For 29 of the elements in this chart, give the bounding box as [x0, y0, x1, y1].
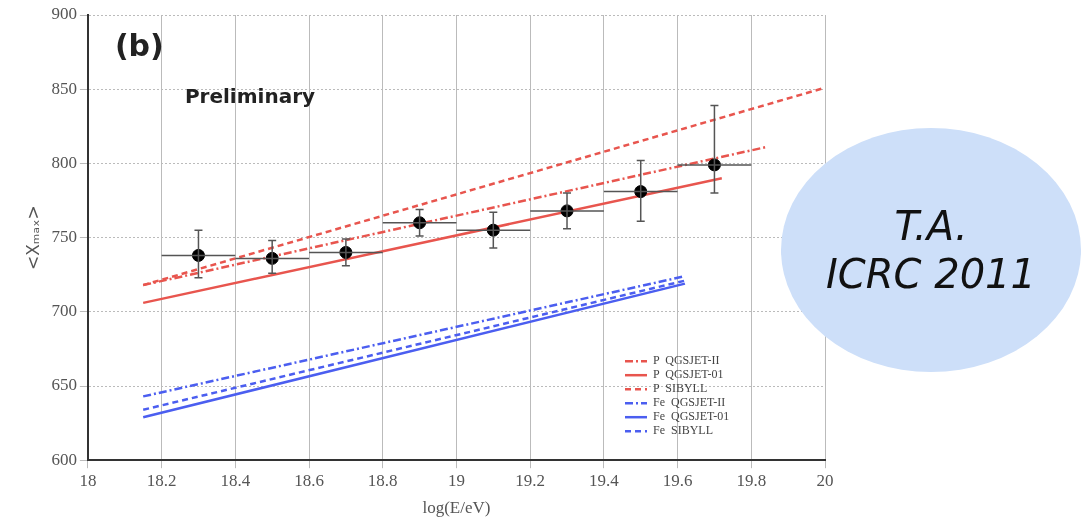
x-tick-label: 19.4: [588, 470, 620, 490]
y-tick-label: 900: [51, 4, 77, 24]
x-tick-label: 18: [79, 470, 97, 490]
x-axis-title: log(E/eV): [422, 498, 491, 518]
x-tick-label: 18.2: [146, 470, 177, 490]
annotation: Preliminary: [184, 84, 316, 109]
legend-label: P QGSJET-01: [653, 367, 724, 382]
y-tick-label: 800: [51, 152, 77, 172]
y-tick-label: 700: [51, 301, 77, 321]
y-axis-title: <Xₘₐₓ>: [22, 205, 43, 271]
y-tick-label: 750: [51, 227, 77, 247]
x-tick-label: 20: [816, 470, 834, 490]
legend-label: P QGSJET-II: [653, 353, 720, 368]
x-tick-label: 18.6: [294, 470, 324, 490]
y-tick-label: 650: [51, 375, 77, 395]
x-tick-label: 19.6: [662, 470, 693, 490]
y-tick-label: 850: [51, 78, 77, 98]
x-tick-label: 19.8: [736, 470, 767, 490]
x-tick-label: 19: [447, 470, 465, 490]
x-tick-label: 19.2: [515, 470, 546, 490]
legend-label: P SIBYLL: [653, 381, 708, 396]
x-tick-label: 18.4: [220, 470, 251, 490]
annotation: (b): [114, 27, 164, 63]
legend-label: Fe QGSJET-01: [653, 409, 730, 424]
legend-label: Fe SIBYLL: [653, 423, 713, 438]
x-tick-label: 18.8: [367, 470, 398, 490]
y-tick-label: 600: [51, 449, 77, 469]
legend-label: Fe QGSJET-II: [653, 395, 726, 410]
oval-callout: T.A. ICRC 2011: [781, 128, 1081, 372]
